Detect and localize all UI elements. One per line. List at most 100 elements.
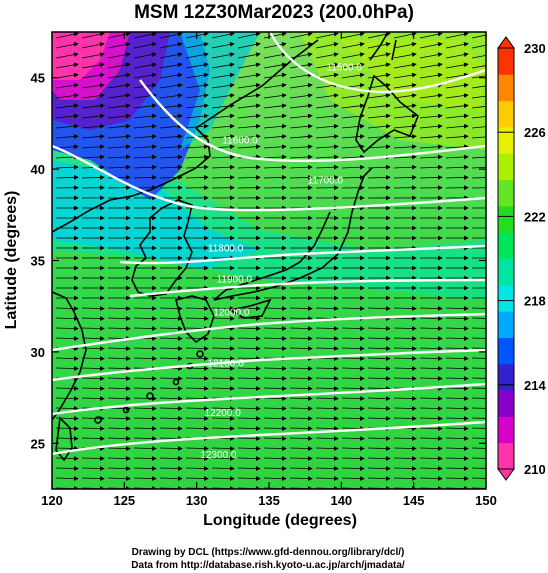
wind-arrow (133, 406, 157, 411)
wind-arrow (445, 316, 469, 321)
wind-arrow (159, 426, 183, 431)
wind-arrow (211, 426, 235, 431)
wind-arrow (471, 136, 486, 139)
wind-arrow (133, 72, 157, 79)
wind-arrow (471, 65, 486, 69)
wind-arrow (211, 376, 235, 381)
wind-arrow (315, 62, 339, 69)
wind-arrow (289, 316, 313, 321)
contour-label: 12000.0 (213, 307, 250, 318)
wind-arrow (263, 396, 287, 401)
wind-arrow (419, 52, 443, 59)
wind-arrow (55, 326, 79, 331)
wind-arrow (133, 52, 157, 59)
wind-arrow (237, 52, 261, 59)
wind-arrow (55, 144, 79, 150)
wind-arrow (81, 72, 105, 79)
contour-label: 11500.0 (327, 62, 363, 73)
wind-arrow (393, 144, 417, 150)
wind-arrow (263, 376, 287, 381)
wind-arrow (211, 336, 235, 341)
wind-arrow (81, 386, 105, 391)
wind-arrow (367, 416, 391, 421)
wind-arrow (471, 437, 486, 439)
wind-arrow (185, 42, 209, 49)
lon-tick-label: 150 (475, 493, 497, 508)
wind-arrow (159, 164, 183, 170)
wind-arrow (367, 144, 391, 150)
wind-arrow (471, 347, 486, 349)
wind-arrow (159, 346, 183, 351)
wind-arrow (445, 72, 469, 79)
wind-arrow (367, 123, 391, 129)
wind-arrow (211, 366, 235, 371)
wind-arrow (341, 386, 365, 391)
wind-arrow (55, 52, 79, 59)
wind-arrow (315, 456, 339, 461)
wind-arrow (471, 427, 486, 429)
latitude-axis: 25 30 35 40 45 (31, 71, 486, 451)
wind-arrow (315, 406, 339, 411)
wind-arrow (289, 336, 313, 341)
wind-arrow (445, 376, 469, 381)
wind-arrow (211, 356, 235, 361)
wind-arrow (393, 306, 417, 311)
contour-label: 12200.0 (205, 408, 242, 419)
wind-arrow (237, 426, 261, 431)
wind-arrow (445, 456, 469, 461)
contour-label: 11900.0 (217, 274, 253, 285)
height-contours (52, 32, 486, 456)
wind-arrow (289, 396, 313, 401)
wind-arrow (471, 337, 486, 339)
wind-arrow (341, 426, 365, 431)
wind-arrow (185, 416, 209, 421)
wind-arrow (263, 476, 287, 481)
wind-arrow (55, 164, 79, 170)
wind-arrow (367, 376, 391, 381)
wind-arrow (367, 93, 391, 99)
wind-arrow (211, 93, 235, 99)
wind-vectors (55, 32, 486, 489)
wind-arrow (315, 416, 339, 421)
wind-arrow (289, 82, 313, 89)
wind-arrow (289, 134, 313, 139)
wind-arrow (393, 154, 417, 160)
contour-labels: 11500.0 11600.0 11700.0 11800.0 11900.0 12000… (200, 62, 362, 461)
wind-arrow (289, 72, 313, 79)
wind-arrow (55, 103, 79, 109)
contour-label: 11700.0 (308, 176, 344, 187)
wind-arrow (133, 446, 157, 451)
wind-arrow (159, 326, 183, 331)
lon-tick-label: 125 (113, 493, 135, 508)
wind-arrow (445, 436, 469, 441)
wind-arrow (289, 113, 313, 119)
wind-arrow (185, 52, 209, 59)
wind-arrow (445, 396, 469, 401)
wind-arrow (185, 426, 209, 431)
wind-arrow (107, 476, 131, 481)
wind-arrow (237, 366, 261, 371)
wind-arrow (445, 113, 469, 119)
wind-arrow (107, 466, 131, 471)
wind-arrow (81, 476, 105, 481)
wind-arrow (315, 446, 339, 451)
wind-arrow (471, 85, 486, 89)
wind-arrow (393, 316, 417, 321)
wind-arrow (289, 466, 313, 471)
wind-arrow (263, 466, 287, 471)
wind-arrow (341, 446, 365, 451)
wind-arrow (341, 456, 365, 461)
wind-arrow (315, 113, 339, 119)
wind-arrow (185, 476, 209, 481)
wind-arrow (419, 436, 443, 441)
wind-arrow (159, 436, 183, 441)
wind-arrow (315, 366, 339, 371)
wind-arrow (81, 113, 105, 119)
lon-tick-label: 145 (403, 493, 425, 508)
wind-arrow (81, 466, 105, 471)
wind-arrow (211, 466, 235, 471)
wind-arrow (133, 62, 157, 69)
wind-arrow (341, 175, 365, 180)
wind-arrow (393, 82, 417, 89)
